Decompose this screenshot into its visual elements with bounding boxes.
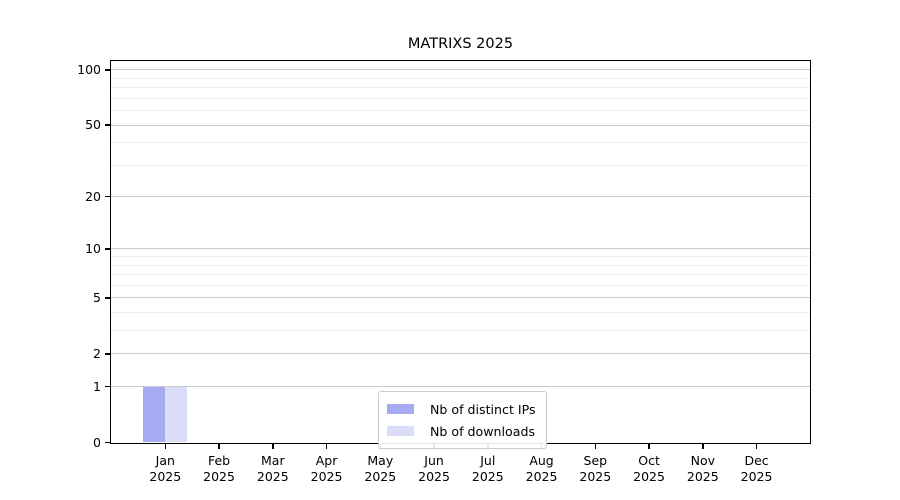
chart-title: MATRIXS 2025 [407,36,514,52]
gridline-major [111,297,810,299]
gridline-major [111,69,810,71]
x-tick-mark [755,444,758,449]
x-tick-month: Jun [424,452,444,468]
gridline-minor [111,110,810,112]
gridlines-layer [111,61,810,443]
x-tick-month: Jan [155,452,175,468]
x-tick-label: Dec 2025 [725,453,789,485]
x-tick-mark [164,444,167,449]
y-tick-label: 0 [93,434,101,450]
x-tick-year: 2025 [740,468,773,484]
x-tick-month: Sep [583,452,608,468]
x-tick-label: Oct 2025 [617,453,681,485]
gridline-minor [111,77,810,79]
x-tick-year: 2025 [310,468,343,484]
x-tick-mark [325,444,328,449]
y-tick-mark [105,441,111,444]
y-tick-label: 50 [85,117,101,133]
y-tick-mark [105,248,111,250]
x-tick-label: Jun 2025 [402,453,466,485]
y-tick-label: 2 [93,345,101,361]
x-tick-label: Apr 2025 [295,453,359,485]
y-tick-mark [105,297,111,299]
x-tick-year: 2025 [579,468,612,484]
x-tick-month: Nov [690,452,715,468]
x-tick-month: Feb [207,452,231,468]
gridline-minor [111,164,810,166]
x-tick-month: Apr [315,452,338,468]
legend-swatch [387,404,414,414]
x-tick-mark [218,444,220,449]
y-tick-mark [105,353,111,355]
x-tick-month: Mar [261,452,285,468]
x-tick-label: Nov 2025 [671,453,735,485]
x-tick-label: Feb 2025 [187,453,251,485]
gridline-minor [111,142,810,144]
x-tick-label: Mar 2025 [241,453,305,485]
y-tick-mark [105,195,111,198]
y-tick-label: 10 [85,240,101,256]
x-tick-year: 2025 [149,468,182,484]
x-tick-year: 2025 [203,468,235,484]
gridline-minor [111,312,810,314]
x-tick-month: Jul [480,452,496,468]
y-tick-label: 100 [77,61,101,77]
x-tick-year: 2025 [686,468,719,484]
x-tick-month: Oct [638,452,660,468]
plot-area [110,60,811,444]
y-tick-label: 20 [85,188,101,204]
legend-label: Nb of distinct IPs [430,401,536,417]
x-tick-mark [702,444,704,449]
gridline-minor [111,97,810,99]
legend-item: Nb of downloads [387,420,536,442]
gridline-major [111,124,810,126]
x-tick-month: Aug [529,452,554,468]
x-tick-month: May [367,452,394,468]
gridline-minor [111,264,810,266]
bar-downloads [164,386,187,442]
x-tick-label: Aug 2025 [510,453,574,485]
legend-swatch [387,426,414,436]
x-tick-year: 2025 [633,468,665,484]
y-tick-label: 5 [93,289,101,305]
gridline-minor [111,87,810,89]
x-tick-mark [594,444,597,449]
gridline-major [111,248,810,250]
y-tick-mark [105,69,111,71]
x-tick-label: Jul 2025 [456,453,520,485]
legend: Nb of distinct IPs Nb of downloads [378,391,547,449]
legend-item: Nb of distinct IPs [387,398,536,420]
x-tick-mark [272,444,274,449]
x-tick-year: 2025 [525,468,558,484]
gridline-minor [111,274,810,276]
x-tick-year: 2025 [364,468,397,484]
x-tick-label: Sep 2025 [563,453,627,485]
y-tick-mark [105,385,111,388]
gridline-minor [111,330,810,332]
x-tick-mark [648,444,650,449]
gridline-minor [111,256,810,258]
x-tick-year: 2025 [471,468,504,484]
bars-layer [111,61,810,443]
x-tick-label: Jan 2025 [133,453,197,485]
x-tick-month: Dec [744,452,769,468]
x-tick-year: 2025 [256,468,289,484]
gridline-major [111,353,810,355]
y-tick-label: 1 [93,378,101,394]
legend-label: Nb of downloads [430,423,536,439]
gridline-major [111,386,810,388]
bar-distinct-ips [143,386,165,442]
x-tick-year: 2025 [418,468,450,484]
gridline-minor [111,284,810,286]
y-tick-mark [105,124,111,126]
gridline-major [111,196,810,198]
x-tick-label: May 2025 [348,453,412,485]
